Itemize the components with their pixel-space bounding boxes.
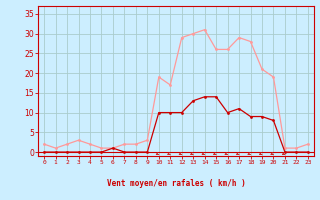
X-axis label: Vent moyen/en rafales ( km/h ): Vent moyen/en rafales ( km/h ) [107, 179, 245, 188]
